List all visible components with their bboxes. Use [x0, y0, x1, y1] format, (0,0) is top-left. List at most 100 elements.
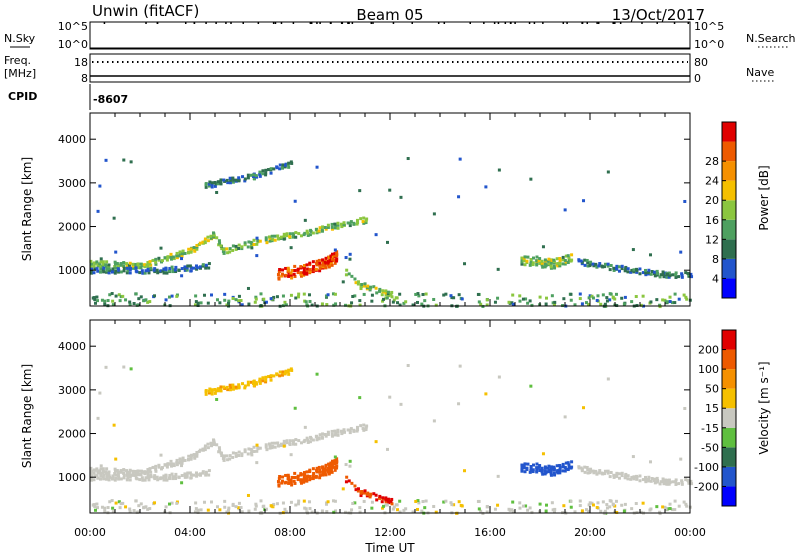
nsky-mark	[597, 22, 600, 24]
velocity-cell	[668, 502, 672, 506]
power-cell	[92, 264, 96, 268]
velocity-cell	[90, 478, 94, 482]
velocity-cell	[231, 387, 235, 391]
power-cell	[385, 296, 389, 300]
power-cell	[641, 294, 645, 298]
power-cell	[175, 294, 179, 298]
power-cell	[372, 285, 376, 289]
velocity-cell	[664, 507, 668, 511]
power-cell	[541, 265, 545, 269]
velocity-cell	[547, 464, 551, 468]
velocity-cell	[261, 379, 265, 383]
velocity-cell	[378, 496, 382, 500]
power-cell	[113, 271, 117, 275]
power-cell	[183, 265, 187, 269]
power-cell	[275, 295, 279, 299]
velocity-cell	[442, 500, 446, 504]
power-cell	[183, 251, 187, 255]
velocity-cell	[361, 427, 365, 431]
power-cell	[529, 177, 533, 181]
power-cell	[358, 303, 362, 307]
power-cell	[194, 294, 198, 298]
velocity-cell	[252, 381, 256, 385]
velocity-cell	[385, 447, 389, 451]
power-cell	[684, 295, 688, 299]
velocity-cell	[299, 441, 303, 445]
power-cell	[647, 268, 651, 272]
power-cell	[114, 294, 118, 298]
velocity-cell	[345, 475, 349, 479]
power-cell	[523, 255, 527, 259]
nsky-mark	[184, 22, 187, 24]
velocity-cell	[132, 509, 136, 513]
velocity-cell	[108, 500, 112, 504]
velocity-cell	[510, 508, 514, 512]
power-cell	[638, 267, 642, 271]
colorbar-tick-label: 50	[705, 383, 719, 396]
power-cell	[144, 269, 148, 273]
velocity-cell	[218, 448, 222, 452]
velocity-cell	[308, 468, 312, 472]
power-cell	[614, 292, 618, 296]
power-cell	[203, 239, 207, 243]
velocity-cell	[148, 507, 152, 511]
velocity-cell	[154, 469, 158, 473]
nave-label: Nave	[746, 66, 774, 79]
velocity-cell	[146, 507, 150, 511]
power-cell	[169, 257, 173, 261]
velocity-cell	[284, 510, 288, 514]
velocity-cell	[155, 475, 159, 479]
velocity-cell	[201, 447, 205, 451]
power-cell	[262, 297, 266, 301]
power-cell	[209, 234, 213, 238]
velocity-cell	[375, 498, 379, 502]
velocity-cell	[369, 492, 373, 496]
velocity-cell	[290, 368, 294, 372]
power-cell	[180, 267, 184, 271]
power-cell	[299, 274, 303, 278]
velocity-cell	[390, 497, 394, 501]
velocity-cell	[122, 468, 126, 472]
velocity-cell	[368, 495, 372, 499]
nsky-mark	[205, 22, 207, 24]
power-cell	[356, 280, 360, 284]
power-cell	[193, 249, 197, 253]
velocity-cell	[390, 502, 394, 506]
velocity-cell	[307, 500, 311, 504]
power-cell	[171, 255, 175, 259]
velocity-cell	[564, 461, 568, 465]
power-cell	[107, 271, 111, 275]
velocity-cell	[529, 464, 533, 468]
velocity-cell	[268, 444, 272, 448]
power-cell	[189, 250, 193, 254]
power-cell	[247, 240, 251, 244]
velocity-cell	[281, 475, 285, 479]
power-cell	[89, 267, 93, 271]
power-cell	[121, 294, 125, 298]
velocity-cell	[264, 378, 268, 382]
velocity-cell	[638, 479, 642, 483]
power-cell	[215, 298, 219, 302]
power-cell	[344, 256, 348, 260]
power-cell	[268, 237, 272, 241]
velocity-cell	[353, 484, 357, 488]
power-cell	[167, 295, 171, 299]
power-cell	[661, 270, 665, 274]
power-cell	[635, 270, 639, 274]
velocity-cell	[210, 392, 214, 396]
velocity-cell	[201, 470, 205, 474]
power-cell	[119, 270, 123, 274]
power-cell	[116, 267, 120, 271]
power-cell	[125, 271, 129, 275]
velocity-cell	[649, 479, 653, 483]
power-cell	[206, 235, 210, 239]
velocity-cell	[165, 478, 169, 482]
power-cell	[317, 229, 321, 233]
velocity-cell	[282, 444, 286, 448]
power-cell	[520, 262, 524, 266]
power-cell	[662, 275, 666, 279]
velocity-cell	[278, 475, 282, 479]
power-cell	[310, 303, 314, 307]
velocity-cell	[449, 501, 453, 505]
